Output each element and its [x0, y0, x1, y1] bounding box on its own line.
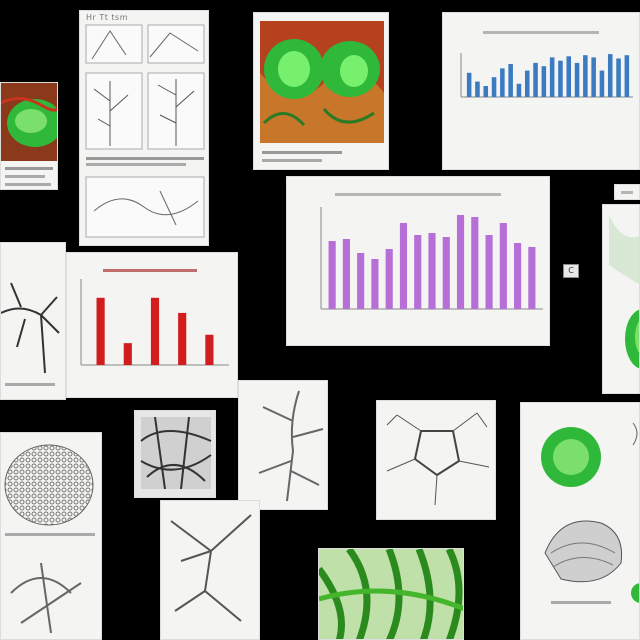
chart-card-red-bars [66, 252, 238, 398]
bar [524, 70, 530, 97]
specimen-card-right-edge [602, 204, 640, 394]
red-bar-chart [80, 279, 229, 366]
bar [599, 70, 605, 97]
bar [385, 249, 393, 309]
bar [485, 235, 493, 309]
branch-sketch-card-bottom [160, 500, 260, 640]
specimen-photo-card-red-green [253, 12, 389, 170]
branch-sketch-image [1, 282, 60, 386]
bar [583, 55, 588, 97]
bar [371, 259, 379, 309]
bar [574, 62, 580, 97]
bar [96, 297, 105, 365]
purple-bar-chart [320, 207, 543, 310]
branch-sketch-card-center [238, 380, 328, 510]
bar [558, 60, 563, 97]
bar [499, 223, 507, 309]
bar [328, 241, 336, 309]
honeycomb-sketch-card [0, 432, 102, 640]
sketch-panels [85, 24, 205, 238]
blue-bar-chart [460, 53, 633, 98]
chart-card-purple-bars [286, 176, 550, 346]
branch-sketch-image [258, 390, 324, 502]
neuron-sketch-card [376, 400, 496, 520]
bar [456, 215, 465, 309]
vein-sketch-card-small [134, 410, 216, 498]
green-tissue-photo-card [318, 548, 464, 640]
document-sheet-sketches: Hr Tt tsm [79, 10, 209, 246]
branch-sketch-card-left [0, 242, 66, 400]
bar [616, 58, 621, 97]
green-sphere-and-shell-image [541, 422, 639, 604]
bar [471, 217, 479, 309]
bar [591, 57, 596, 97]
green-tissue-image [319, 549, 463, 639]
bar [475, 81, 480, 97]
bar [624, 55, 630, 97]
specimen-photo-card-top-left [0, 82, 58, 190]
bar [516, 83, 522, 97]
bar [514, 243, 522, 309]
bar [566, 56, 572, 97]
bar [342, 239, 350, 309]
small-label-card [614, 184, 640, 200]
branch-sketch-image [170, 514, 252, 622]
bar [607, 54, 613, 97]
green-specimen-image [1, 83, 57, 186]
red-green-specimen-image [260, 21, 384, 162]
bar [428, 233, 436, 309]
chart-title-placeholder [483, 31, 599, 34]
bar [466, 72, 472, 97]
honeycomb-sketch-image [4, 444, 95, 634]
neuron-sketch-image [386, 412, 490, 506]
bar [357, 253, 365, 309]
bar [500, 68, 505, 97]
bar [508, 64, 513, 97]
bar [533, 62, 538, 97]
specimen-sketch-card-bottom-right [520, 402, 640, 640]
bar [205, 334, 214, 365]
bar [549, 57, 555, 97]
bar [491, 77, 497, 97]
doc-sheet-title: Hr Tt tsm [86, 13, 129, 22]
chart-title-placeholder [103, 269, 197, 272]
chart-title-placeholder [335, 193, 501, 196]
bar [442, 237, 450, 309]
bar [150, 297, 160, 365]
chart-card-blue-bars [442, 12, 640, 170]
vein-sketch-image [140, 416, 212, 490]
bar [541, 66, 547, 97]
bar [123, 343, 132, 365]
label-line [621, 191, 633, 194]
bar [399, 223, 408, 309]
bar [528, 247, 536, 309]
bar [483, 86, 489, 97]
bar [414, 235, 422, 309]
icon-chip: C [563, 264, 579, 278]
bar [178, 312, 187, 365]
green-cell-image [609, 215, 639, 369]
